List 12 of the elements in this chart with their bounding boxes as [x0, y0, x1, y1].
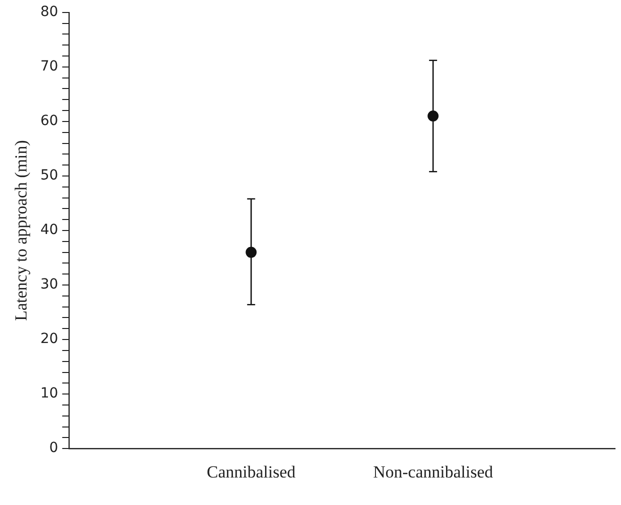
y-tick-label: 40	[40, 222, 58, 238]
y-tick-label: 0	[49, 440, 58, 456]
x-tick-label: Cannibalised	[206, 462, 296, 482]
y-tick-label: 80	[40, 4, 58, 20]
y-tick-label: 10	[40, 386, 58, 402]
y-axis-title: Latency to approach (min)	[12, 140, 31, 321]
y-tick-label: 60	[40, 113, 58, 130]
y-tick-label: 20	[40, 331, 58, 348]
x-tick-label: Non-cannibalised	[373, 462, 494, 482]
y-tick-label: 50	[40, 168, 58, 184]
y-tick-label: 30	[40, 276, 58, 293]
y-tick-label: 70	[40, 58, 58, 75]
